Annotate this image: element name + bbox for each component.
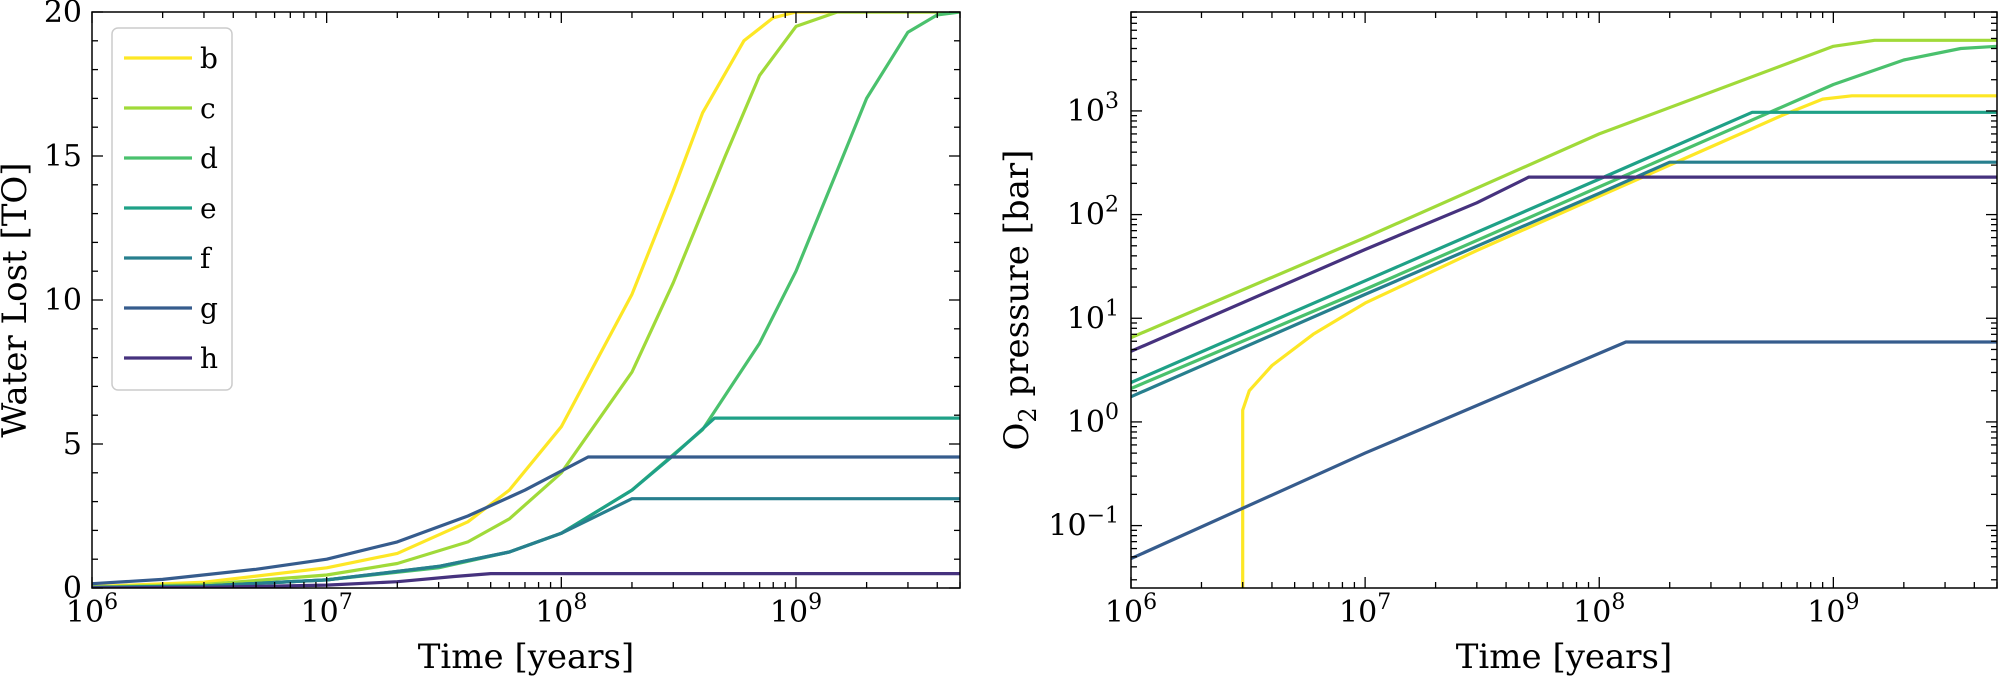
y-tick-label-0: 0 [63,571,82,606]
y-tick-label-−1: 10−1 [1048,504,1119,544]
x-tick-label-6: 106 [66,590,118,630]
y-tick-label-2: 102 [1067,193,1119,233]
x-axis-label: Time [years] [418,637,635,677]
legend-label-h: h [200,342,218,375]
y-ticks [1131,11,1997,581]
x-tick-label-9: 109 [1807,590,1859,630]
y-tick-label-20: 20 [44,0,82,30]
series-line-c [92,12,960,588]
y-tick-label-5: 5 [63,427,82,462]
y-tick-label-15: 15 [44,139,82,174]
y-axis-label: O2 pressure [bar] [997,150,1042,451]
x-tick-label-7: 107 [1339,590,1391,630]
y-tick-label-3: 103 [1067,89,1119,129]
x-tick-label-8: 108 [535,590,587,630]
o2-pressure-panel: 106 107 108 109 10−1 100 101 102 103 Time [years]… [997,11,1998,677]
legend-label-b: b [200,42,218,75]
series-line-h [1131,175,1997,353]
series-line-b [92,12,960,588]
series-line-f [92,497,960,588]
y-tick-label-1: 101 [1067,296,1119,336]
series-line-g [92,455,960,586]
legend-label-d: d [200,142,218,175]
y-tick-label-0: 100 [1067,400,1119,440]
legend-label-f: f [200,242,213,275]
water-lost-panel: 106 107 108 109 0 5 10 15 20 Time [years] Water Lo… [0,0,961,677]
legend-label-c: c [200,92,216,125]
series-line-d [1131,44,1997,390]
plot-frame [1130,11,1998,589]
legend-label-g: g [200,292,218,325]
series-line-e [1131,110,1997,384]
x-tick-label-6: 106 [1105,590,1157,630]
series-line-c [1131,38,1997,340]
x-tick-label-7: 107 [301,590,353,630]
x-ticks [91,12,961,588]
series-line-g [1131,340,1997,561]
legend-label-e: e [200,192,217,225]
y-axis-label: Water Lost [TO] [0,162,35,437]
y-ticks [92,11,960,589]
y-tick-label-10: 10 [44,283,82,318]
x-ticks [1130,12,1998,588]
series-group [1131,38,1997,588]
x-axis-label: Time [years] [1456,637,1673,677]
x-tick-label-8: 108 [1573,590,1625,630]
series-line-f [1131,160,1997,399]
x-tick-label-9: 109 [770,590,822,630]
series-line-b [1241,94,1997,588]
